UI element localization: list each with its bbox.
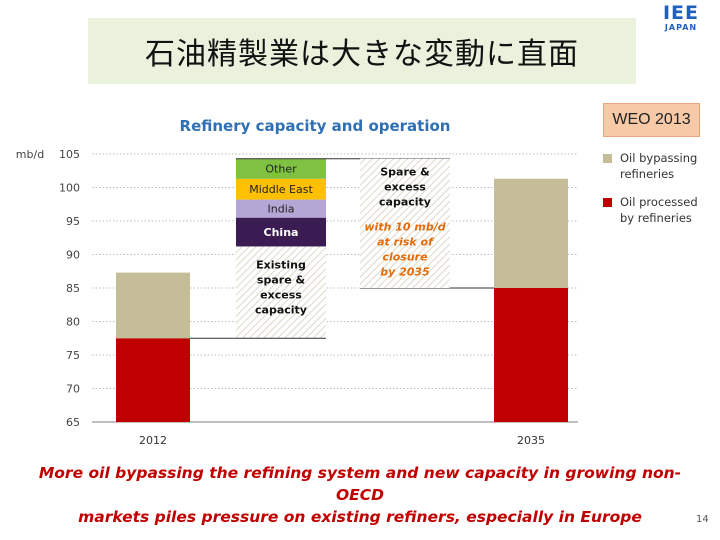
legend-swatch-processed <box>603 198 612 207</box>
waterfall-segment-spare-excess <box>360 158 450 288</box>
waterfall-label-middle-east: Middle East <box>249 183 313 196</box>
y-tick-100: 100 <box>59 182 80 195</box>
waterfall-segment-middle-east <box>236 178 326 200</box>
legend-swatch-bypassing <box>603 154 612 163</box>
waterfall-label-spare-0: Spare & <box>380 166 430 179</box>
waterfall-annotation-0: with 10 mb/d <box>364 221 445 234</box>
waterfall-label-india: India <box>268 203 295 216</box>
footnote-line-2: markets piles pressure on existing refin… <box>78 508 642 526</box>
slide-title-box: 石油精製業は大きな変動に直面 <box>88 18 636 84</box>
waterfall-annotation-2: closure <box>382 251 428 264</box>
legend-item-bypassing: Oil bypassing refineries <box>600 150 715 182</box>
footnote-line-1: More oil bypassing the refining system a… <box>38 464 682 504</box>
waterfall-label-existing-1: spare & <box>257 273 306 286</box>
footnote: More oil bypassing the refining system a… <box>20 462 700 528</box>
bar-bypassing-2012 <box>116 272 190 339</box>
legend-label-bypassing: Oil bypassing refineries <box>620 151 698 181</box>
slide-title: 石油精製業は大きな変動に直面 <box>145 37 579 72</box>
waterfall-label-existing-3: capacity <box>255 303 307 316</box>
waterfall-label-spare-1: excess <box>384 181 426 194</box>
y-tick-75: 75 <box>66 349 80 362</box>
y-tick-95: 95 <box>66 215 80 228</box>
waterfall-annotation-3: by 2035 <box>380 266 430 279</box>
chart-legend: Oil bypassing refineries Oil processed b… <box>600 150 715 238</box>
y-tick-80: 80 <box>66 316 80 329</box>
legend-item-processed: Oil processed by refineries <box>600 194 715 226</box>
waterfall-label-existing-2: excess <box>260 288 302 301</box>
y-tick-65: 65 <box>66 416 80 429</box>
waterfall-segment-other <box>236 158 326 179</box>
logo-main-text: IEE <box>662 2 700 24</box>
x-tick-2035: 2035 <box>517 434 545 447</box>
waterfall-segment-china <box>236 217 326 247</box>
chart-title: Refinery capacity and operation <box>179 117 451 135</box>
iee-japan-logo: IEE JAPAN <box>650 3 712 32</box>
logo-sub-text: JAPAN <box>664 23 698 32</box>
y-tick-85: 85 <box>66 282 80 295</box>
waterfall-label-existing-0: Existing <box>256 258 306 271</box>
waterfall-label-china: China <box>264 226 299 239</box>
bar-processed-2035 <box>494 288 568 422</box>
page-number: 14 <box>696 514 709 525</box>
y-tick-70: 70 <box>66 383 80 396</box>
y-tick-105: 105 <box>59 148 80 161</box>
bar-bypassing-2035 <box>494 178 568 288</box>
y-tick-90: 90 <box>66 249 80 262</box>
legend-label-processed: Oil processed by refineries <box>620 195 698 225</box>
waterfall-segment-existing-spare-excess-capacity <box>236 246 326 339</box>
x-tick-2012: 2012 <box>139 434 167 447</box>
waterfall-label-other: Other <box>265 163 297 176</box>
waterfall-label-spare-2: capacity <box>379 196 431 209</box>
waterfall-segment-india <box>236 199 326 218</box>
bar-processed-2012 <box>116 338 190 422</box>
waterfall-annotation-1: at risk of <box>377 236 434 249</box>
weo-badge: WEO 2013 <box>603 103 700 137</box>
y-axis-label: mb/d <box>16 148 44 161</box>
